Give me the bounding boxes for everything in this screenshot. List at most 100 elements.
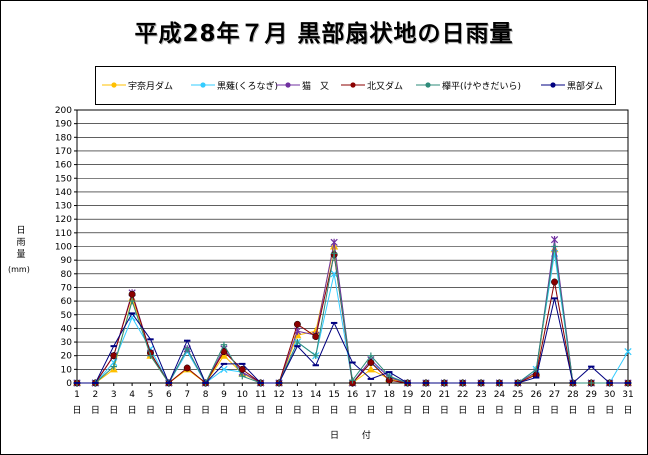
x-tick-unit: 日 [513, 405, 522, 416]
x-tick-unit: 日 [550, 405, 559, 416]
x-tick-label: 7 [184, 390, 190, 400]
data-point-series-4 [551, 278, 558, 286]
legend-item: 宇奈月ダム [102, 78, 173, 92]
y-tick-label: 40 [61, 324, 73, 334]
x-tick-label: 25 [512, 390, 523, 400]
x-tick-label: 14 [310, 390, 322, 400]
y-axis-unit: (mm) [8, 265, 30, 274]
x-tick-label: 8 [203, 390, 209, 400]
legend-swatch [541, 82, 565, 88]
legend-swatch [191, 82, 215, 88]
x-tick-unit: 日 [219, 405, 228, 416]
x-tick-unit: 日 [385, 405, 394, 416]
x-tick-unit: 日 [72, 405, 81, 416]
x-tick-unit: 日 [256, 405, 265, 416]
y-tick-label: 90 [61, 256, 73, 266]
y-tick-label: 30 [61, 338, 73, 348]
x-tick-label: 2 [92, 390, 98, 400]
data-point-series-5 [147, 352, 154, 359]
data-point-series-2 [220, 365, 228, 373]
x-tick-unit: 日 [348, 405, 357, 416]
x-tick-unit: 日 [311, 405, 320, 416]
x-tick-label: 30 [604, 390, 616, 400]
data-point-series-3 [330, 238, 338, 247]
x-tick-label: 28 [567, 390, 579, 400]
data-point-series-5 [128, 297, 136, 305]
y-axis-label-char: 量 [16, 250, 26, 260]
legend-swatch [416, 82, 440, 88]
x-tick-unit: 日 [421, 405, 430, 416]
y-axis-label: 日雨量 [10, 225, 32, 261]
data-point-series-5 [239, 372, 246, 380]
data-point-series-1 [366, 365, 375, 373]
x-tick-unit: 日 [623, 405, 632, 416]
x-tick-unit: 日 [532, 405, 541, 416]
data-point-series-3 [550, 235, 559, 244]
y-tick-label: 70 [61, 283, 73, 293]
x-tick-label: 26 [530, 390, 542, 400]
y-tick-label: 0 [66, 379, 72, 389]
y-tick-label: 20 [61, 352, 73, 362]
y-axis-label-char: 日 [16, 226, 26, 236]
x-tick-unit: 日 [366, 405, 375, 416]
x-tick-unit: 日 [458, 405, 467, 416]
legend-swatch [341, 82, 365, 88]
y-tick-label: 80 [61, 270, 73, 280]
legend-item: 黒部ダム [541, 78, 603, 92]
x-tick-label: 9 [221, 390, 227, 400]
chart-title: 平成28年７月 黒部扇状地の日雨量 [134, 21, 514, 47]
data-point-series-5 [386, 372, 393, 380]
x-tick-label: 10 [237, 390, 249, 400]
data-point-series-5 [367, 352, 375, 359]
x-tick-unit: 日 [146, 405, 155, 416]
x-tick-label: 19 [402, 390, 414, 400]
x-tick-label: 29 [586, 390, 598, 400]
x-tick-label: 1 [74, 390, 80, 400]
y-tick-label: 60 [61, 297, 73, 307]
x-tick-label: 16 [347, 390, 359, 400]
x-tick-label: 5 [148, 390, 154, 400]
y-tick-label: 170 [55, 147, 72, 157]
y-axis-label-char: 雨 [16, 238, 26, 248]
data-point-series-5 [330, 250, 338, 257]
data-point-series-5 [312, 352, 319, 359]
x-tick-unit: 日 [495, 405, 504, 416]
data-point-series-5 [294, 338, 301, 346]
x-tick-unit: 日 [403, 405, 412, 416]
legend-label: 猫 又 [302, 81, 330, 92]
x-tick-label: 24 [494, 390, 506, 400]
data-point-series-3 [293, 327, 302, 335]
data-point-series-4 [183, 364, 191, 372]
data-point-series-5 [588, 379, 595, 387]
data-point-series-4 [238, 365, 246, 373]
y-tick-label: 50 [61, 311, 73, 321]
legend: 宇奈月ダム 黒薙(くろなぎ) 猫 又 北又ダム 欅平(けやきだいら) 黒部ダム [95, 66, 616, 105]
x-tick-label: 12 [273, 390, 284, 400]
y-tick-label: 110 [55, 229, 72, 239]
x-tick-label: 4 [129, 390, 135, 400]
data-point-series-4 [367, 359, 375, 366]
x-tick-label: 23 [475, 390, 486, 400]
x-tick-label: 6 [166, 390, 172, 400]
x-tick-unit: 日 [293, 405, 302, 416]
y-tick-label: 120 [55, 215, 72, 225]
legend-label: 北又ダム [367, 81, 404, 92]
x-tick-label: 27 [549, 390, 560, 400]
x-tick-label: 22 [457, 390, 468, 400]
y-tick-label: 140 [55, 188, 72, 198]
data-point-series-4 [128, 290, 136, 298]
legend-item: 欅平(けやきだいら) [416, 78, 521, 92]
x-tick-unit: 日 [183, 405, 192, 416]
y-tick-label: 130 [55, 202, 72, 212]
x-tick-label: 31 [622, 390, 633, 400]
data-point-series-5 [349, 377, 356, 384]
x-tick-label: 15 [328, 390, 339, 400]
x-tick-unit: 日 [587, 405, 596, 416]
x-tick-unit: 日 [477, 405, 486, 416]
legend-swatch [102, 82, 126, 88]
y-tick-label: 100 [55, 243, 72, 253]
y-tick-label: 150 [55, 174, 72, 184]
legend-item: 北又ダム [341, 78, 403, 92]
x-tick-label: 17 [365, 390, 376, 400]
